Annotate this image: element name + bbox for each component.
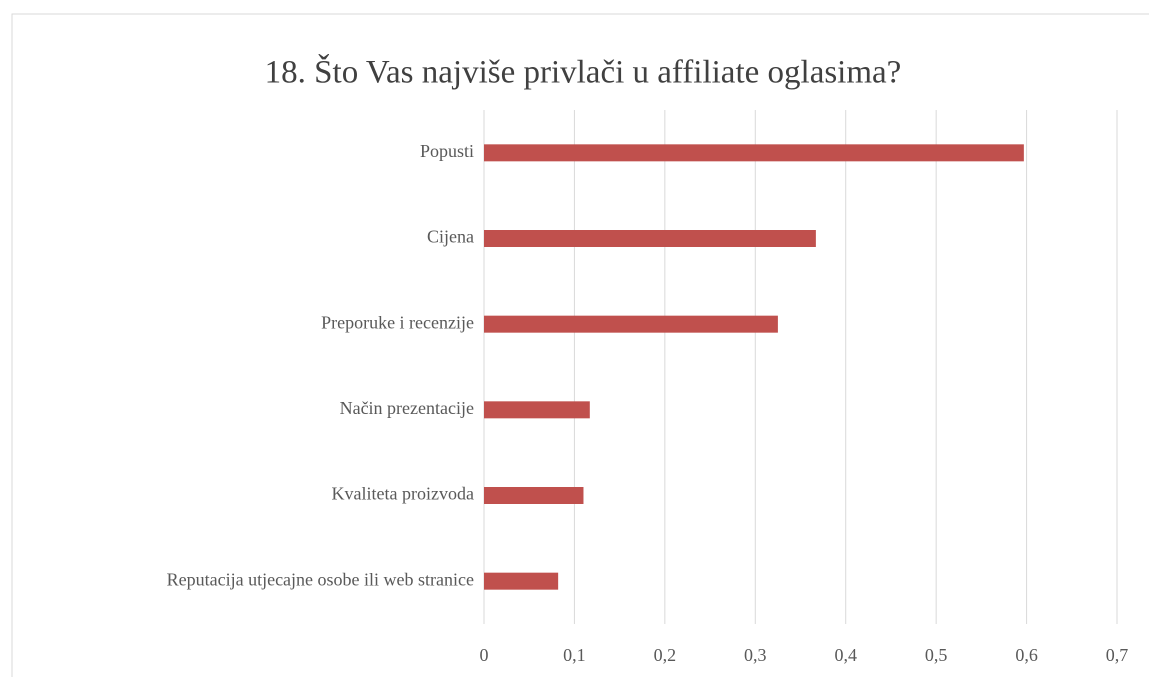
x-tick-label: 0,7 bbox=[1106, 645, 1129, 665]
bar bbox=[484, 487, 584, 504]
bar bbox=[484, 315, 778, 333]
bar bbox=[484, 230, 816, 247]
x-tick-label: 0,1 bbox=[563, 645, 586, 665]
x-tick-label: 0,5 bbox=[925, 645, 948, 665]
y-tick-label: Kvaliteta proizvoda bbox=[332, 484, 474, 504]
bar bbox=[484, 144, 1024, 162]
x-tick-label: 0,3 bbox=[744, 645, 767, 665]
chart-frame bbox=[11, 13, 1149, 677]
x-tick-label: 0,4 bbox=[834, 645, 857, 665]
y-tick-label: Reputacija utjecajne osobe ili web stran… bbox=[167, 569, 474, 589]
x-tick-label: 0,2 bbox=[654, 645, 677, 665]
y-tick-label: Preporuke i recenzije bbox=[321, 312, 474, 332]
chart-title: 18. Što Vas najviše privlači u affiliate… bbox=[265, 53, 902, 91]
bar bbox=[484, 572, 559, 590]
y-tick-label: Popusti bbox=[420, 141, 474, 161]
x-tick-label: 0,6 bbox=[1015, 645, 1038, 665]
x-tick-label: 0 bbox=[480, 645, 489, 665]
bar bbox=[484, 401, 590, 419]
y-tick-label: Cijena bbox=[427, 227, 474, 247]
y-tick-label: Način prezentacije bbox=[340, 398, 474, 418]
